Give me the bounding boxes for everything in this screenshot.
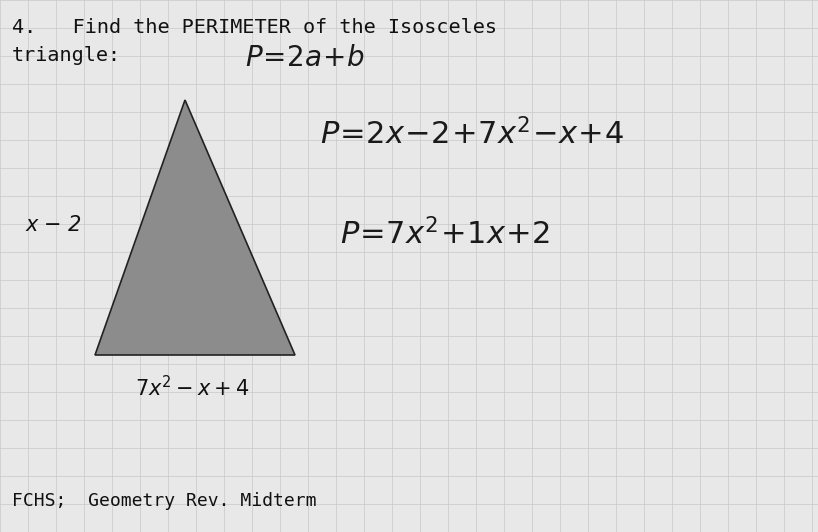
Text: $P\!=\!7x^2\!+\!1x\!+\!2$: $P\!=\!7x^2\!+\!1x\!+\!2$ — [340, 218, 551, 251]
Text: $P\!=\!2a\!+\!b$: $P\!=\!2a\!+\!b$ — [245, 44, 365, 72]
Polygon shape — [95, 100, 295, 355]
Text: 4.   Find the PERIMETER of the Isosceles: 4. Find the PERIMETER of the Isosceles — [12, 18, 497, 37]
Text: $7x^2 - x + 4$: $7x^2 - x + 4$ — [135, 375, 249, 400]
Text: FCHS;  Geometry Rev. Midterm: FCHS; Geometry Rev. Midterm — [12, 492, 317, 510]
Text: triangle:: triangle: — [12, 46, 121, 65]
Text: $P\!=\!2x\!-\!2\!+\!7x^2\!-\!x\!+\!4$: $P\!=\!2x\!-\!2\!+\!7x^2\!-\!x\!+\!4$ — [320, 118, 624, 151]
Text: x − 2: x − 2 — [25, 215, 82, 235]
